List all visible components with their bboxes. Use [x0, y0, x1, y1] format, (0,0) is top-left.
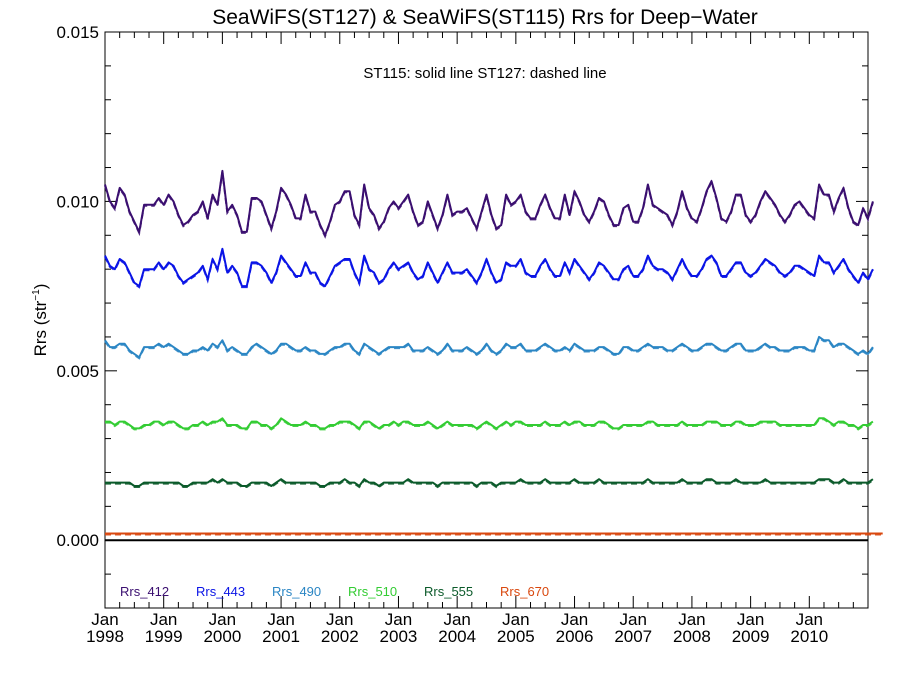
line-style-annotation: ST115: solid line ST127: dashed line: [363, 65, 606, 82]
series-dashed-line-rrs_443: [104, 249, 874, 289]
y-axis-title: Rrs (str−1): [31, 284, 50, 357]
axes-layer: [104, 31, 869, 609]
plot-frame: [104, 31, 869, 609]
x-tick-year-label: 2002: [321, 627, 359, 646]
series-dashed-line-rrs_510: [105, 417, 874, 431]
series-dashed-line-rrs_490: [104, 336, 874, 360]
legend-entry-rrs_510: Rrs_510: [348, 584, 397, 599]
series-line-rrs_443: [104, 247, 874, 288]
x-tick-year-label: 2010: [790, 627, 828, 646]
series-dashed-line-rrs_412: [104, 171, 874, 239]
x-tick-year-label: 2004: [438, 627, 476, 646]
x-tick-month-label: Jan: [91, 610, 118, 629]
x-tick-year-label: 2009: [732, 627, 770, 646]
y-tick-label: 0.005: [56, 362, 99, 381]
x-tick-year-label: 2006: [556, 627, 594, 646]
x-tick-year-label: 2003: [380, 627, 418, 646]
y-axis-label: Rrs (str−1): [31, 284, 50, 357]
tick-labels: 0.0000.0050.0100.015Jan1998Jan1999Jan200…: [56, 23, 828, 646]
legend: Rrs_412 Rrs_443 Rrs_490 Rrs_510 Rrs_555 Rrs_6…: [120, 584, 549, 599]
x-tick-month-label: Jan: [150, 610, 177, 629]
x-tick-year-label: 2000: [203, 627, 241, 646]
legend-entry-rrs_443: Rrs_443: [196, 584, 245, 599]
x-tick-month-label: Jan: [737, 610, 764, 629]
x-tick-year-label: 2008: [673, 627, 711, 646]
series-line-rrs_490: [104, 335, 874, 359]
x-tick-month-label: Jan: [385, 610, 412, 629]
series-dashed-line-rrs_555: [105, 478, 874, 489]
x-tick-year-label: 2001: [262, 627, 300, 646]
x-tick-month-label: Jan: [678, 610, 705, 629]
y-axis-label-main: Rrs (str: [31, 300, 50, 356]
y-axis-label-close: ): [31, 284, 50, 290]
series-layer: [104, 169, 883, 536]
x-tick-month-label: Jan: [796, 610, 823, 629]
y-tick-label: 0.010: [56, 192, 99, 211]
legend-entry-rrs_555: Rrs_555: [424, 584, 473, 599]
x-tick-year-label: 1998: [86, 627, 124, 646]
x-tick-month-label: Jan: [502, 610, 529, 629]
x-tick-month-label: Jan: [209, 610, 236, 629]
x-tick-year-label: 2007: [614, 627, 652, 646]
y-tick-label: 0.000: [56, 531, 99, 550]
x-tick-month-label: Jan: [561, 610, 588, 629]
x-tick-year-label: 2005: [497, 627, 535, 646]
chart-title: SeaWiFS(ST127) & SeaWiFS(ST115) Rrs for …: [212, 6, 758, 29]
legend-entry-rrs_670: Rrs_670: [500, 584, 549, 599]
legend-entry-rrs_490: Rrs_490: [272, 584, 321, 599]
x-tick-month-label: Jan: [326, 610, 353, 629]
y-axis-label-superscript: −1: [31, 289, 42, 301]
legend-entry-rrs_412: Rrs_412: [120, 584, 169, 599]
x-tick-month-label: Jan: [267, 610, 294, 629]
x-tick-year-label: 1999: [145, 627, 183, 646]
x-tick-month-label: Jan: [620, 610, 647, 629]
y-tick-label: 0.015: [56, 23, 99, 42]
x-tick-month-label: Jan: [443, 610, 470, 629]
